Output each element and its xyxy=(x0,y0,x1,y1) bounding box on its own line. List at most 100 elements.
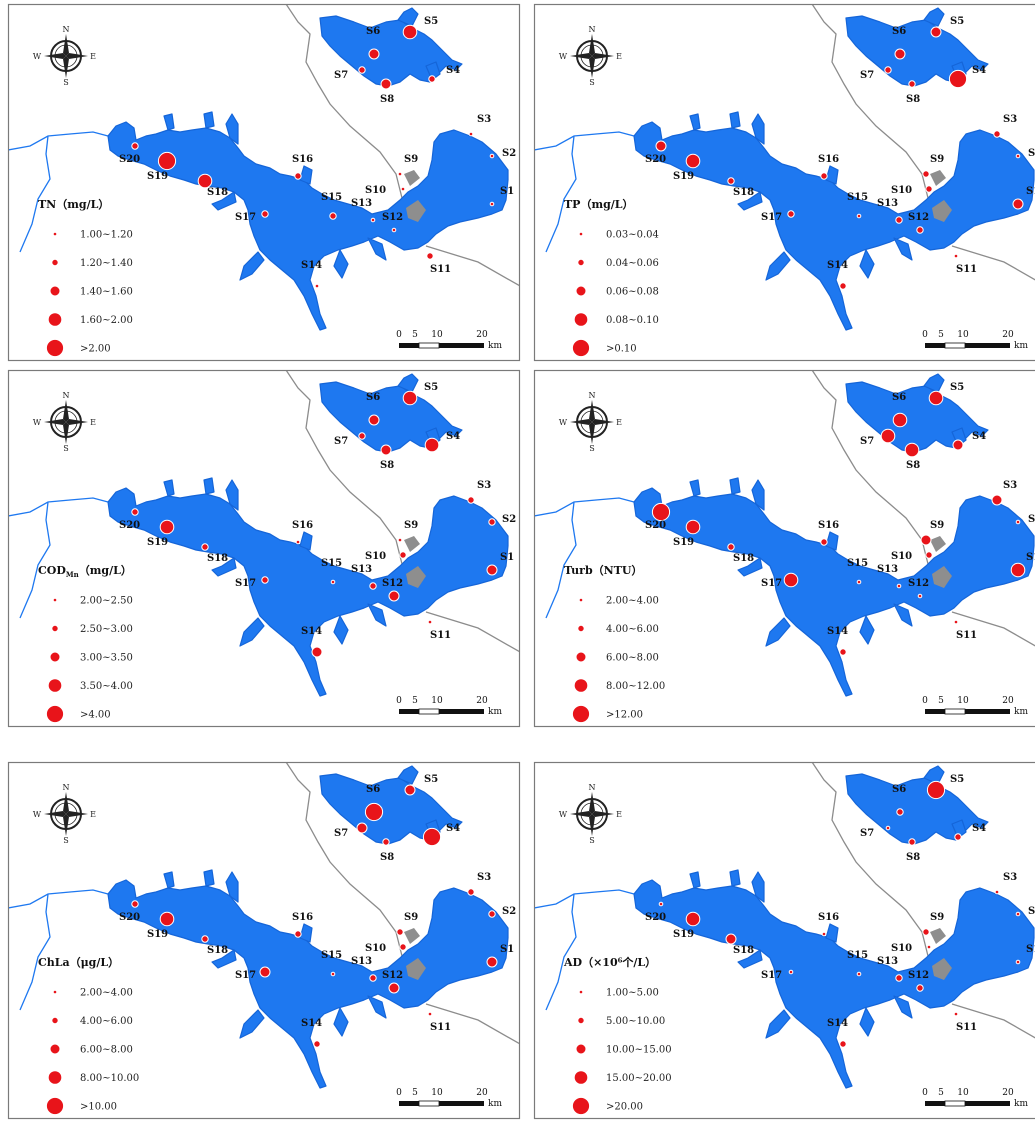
site-dot-s14 xyxy=(839,1040,847,1048)
site-dot-s5 xyxy=(930,26,942,38)
legend-symbol-2 xyxy=(51,1016,59,1025)
site-label-s12: S12 xyxy=(908,578,929,589)
site-dot-s1 xyxy=(486,956,498,968)
site-dot-s20 xyxy=(658,901,664,907)
site-label-s15: S15 xyxy=(847,192,868,203)
site-label-s16: S16 xyxy=(292,520,313,531)
legend-symbol-1 xyxy=(578,597,584,603)
legend-title: CODMn（mg/L） xyxy=(38,564,132,579)
site-label-s5: S5 xyxy=(424,774,438,785)
site-label-s9: S9 xyxy=(930,154,944,165)
compass-n-label: N xyxy=(63,25,70,34)
scale-tick-2: 10 xyxy=(431,330,443,340)
site-dot-s14 xyxy=(839,648,847,656)
legend-symbol-3 xyxy=(575,285,587,297)
site-dot-s18 xyxy=(201,543,209,551)
map-panel-3: N S W E S1 S2 S3 S4 S5 S6 S7 S8 S9 S10 S11 S12 S13 S14 S15… xyxy=(7,369,521,728)
site-label-s4: S4 xyxy=(446,65,460,76)
scale-tick-3: 20 xyxy=(476,330,488,340)
site-label-s10: S10 xyxy=(891,551,912,562)
legend-label-5: >0.10 xyxy=(606,344,637,355)
scale-tick-2: 10 xyxy=(431,1088,443,1098)
scale-tick-3: 20 xyxy=(1002,330,1014,340)
site-dot-s1 xyxy=(1010,562,1026,578)
site-label-s1: S1 xyxy=(500,186,514,197)
site-label-s4: S4 xyxy=(446,431,460,442)
site-label-s6: S6 xyxy=(366,26,380,37)
legend-label-4: 0.08~0.10 xyxy=(606,315,659,326)
site-dot-s2 xyxy=(1015,519,1021,525)
site-dot-s13 xyxy=(370,217,376,223)
site-dot-s14 xyxy=(839,282,847,290)
map-panel-5: N S W E S1 S2 S3 S4 S5 S6 S7 S8 S9 S10 S11 S12 S13 S14 S15… xyxy=(7,761,521,1120)
site-label-s10: S10 xyxy=(891,185,912,196)
site-label-s1: S1 xyxy=(1026,944,1035,955)
site-dot-s5 xyxy=(926,780,946,800)
site-dot-s12 xyxy=(388,982,400,994)
site-label-s19: S19 xyxy=(147,171,168,182)
site-dot-s3 xyxy=(468,131,474,137)
site-dot-s1 xyxy=(1015,959,1021,965)
scale-tick-2: 10 xyxy=(957,330,969,340)
scale-tick-0: 0 xyxy=(396,1088,402,1098)
site-label-s9: S9 xyxy=(930,912,944,923)
site-label-s13: S13 xyxy=(351,198,372,209)
compass-s-label: S xyxy=(589,836,594,845)
site-dot-s17 xyxy=(259,966,271,978)
site-dot-s8 xyxy=(380,444,392,456)
site-dot-s11 xyxy=(953,1011,959,1017)
legend-label-1: 1.00~5.00 xyxy=(606,988,659,999)
site-dot-s2 xyxy=(489,153,495,159)
site-dot-s15 xyxy=(856,971,862,977)
site-label-s7: S7 xyxy=(860,70,874,81)
site-dot-s12 xyxy=(391,227,397,233)
site-dot-s3 xyxy=(467,888,475,896)
legend-symbol-1 xyxy=(52,231,58,237)
scale-tick-1: 5 xyxy=(412,696,418,706)
site-label-s4: S4 xyxy=(972,431,986,442)
legend-label-5: >12.00 xyxy=(606,710,643,721)
site-label-s11: S11 xyxy=(956,264,977,275)
site-dot-s18 xyxy=(727,177,735,185)
legend-label-1: 2.00~4.00 xyxy=(606,596,659,607)
site-label-s12: S12 xyxy=(908,970,929,981)
site-dot-s13 xyxy=(895,216,903,224)
site-dot-s2 xyxy=(488,910,496,918)
legend-symbol-3 xyxy=(49,651,61,663)
legend-label-1: 2.00~4.00 xyxy=(80,988,133,999)
site-label-s18: S18 xyxy=(207,553,228,564)
site-dot-s11 xyxy=(953,253,959,259)
legend-symbol-3 xyxy=(575,1043,587,1055)
site-dot-s5 xyxy=(402,24,418,40)
site-label-s1: S1 xyxy=(500,944,514,955)
site-label-s15: S15 xyxy=(321,950,342,961)
site-label-s19: S19 xyxy=(673,171,694,182)
site-dot-s15 xyxy=(329,212,337,220)
legend-symbol-4 xyxy=(573,312,589,327)
site-label-s18: S18 xyxy=(733,553,754,564)
site-dot-s16 xyxy=(820,172,828,180)
site-dot-s11 xyxy=(426,252,434,260)
site-dot-s14 xyxy=(314,283,320,289)
site-dot-s19 xyxy=(685,153,701,169)
scale-tick-0: 0 xyxy=(922,696,928,706)
site-dot-s6 xyxy=(368,48,380,60)
legend-symbol-1 xyxy=(578,989,584,995)
scale-unit: km xyxy=(488,341,502,351)
site-dot-s6 xyxy=(894,48,906,60)
site-label-s15: S15 xyxy=(847,558,868,569)
site-dot-s3 xyxy=(991,494,1003,506)
legend-symbol-5 xyxy=(571,704,591,724)
site-label-s13: S13 xyxy=(351,956,372,967)
compass-n-label: N xyxy=(63,391,70,400)
site-dot-s10 xyxy=(925,185,933,193)
site-label-s20: S20 xyxy=(645,520,666,531)
site-label-s10: S10 xyxy=(365,185,386,196)
site-dot-s7 xyxy=(880,428,896,444)
legend-label-3: 10.00~15.00 xyxy=(606,1045,672,1056)
site-dot-s14 xyxy=(313,1040,321,1048)
site-label-s7: S7 xyxy=(334,828,348,839)
site-label-s13: S13 xyxy=(877,564,898,575)
